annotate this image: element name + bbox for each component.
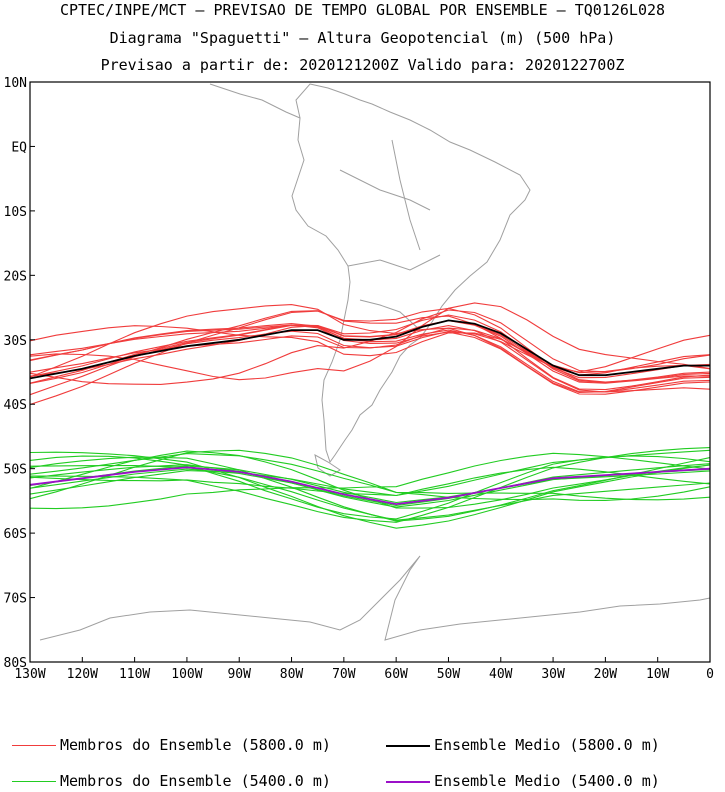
- member-line-5800: [29, 302, 711, 381]
- lat-tick-label: 10N: [4, 76, 27, 91]
- members-5800: [29, 302, 711, 406]
- member-line-5800: [29, 310, 711, 391]
- legend-item-members-5400: Membros do Ensemble (5400.0 m): [12, 772, 331, 790]
- title-line-2: Diagrama "Spaguetti" – Altura Geopotenci…: [109, 29, 616, 47]
- border-1: [339, 169, 431, 211]
- lat-tick-label: 20S: [4, 269, 27, 284]
- lon-tick-label: 100W: [171, 667, 202, 682]
- legend-label-members-5400: Membros do Ensemble (5400.0 m): [60, 772, 331, 790]
- border-2: [347, 254, 441, 271]
- legend-swatch-members-5400: [12, 781, 56, 782]
- member-line-5800: [29, 314, 711, 383]
- member-line-5400: [29, 464, 711, 521]
- member-line-5400: [29, 449, 711, 497]
- legend-swatch-mean-5800: [386, 744, 430, 747]
- members-5400: [29, 447, 711, 529]
- member-line-5800: [29, 327, 711, 376]
- legend-label-mean-5800: Ensemble Medio (5800.0 m): [434, 736, 660, 754]
- member-line-5800: [29, 307, 711, 406]
- border-4: [391, 139, 421, 251]
- lat-tick-label: 70S: [4, 592, 27, 607]
- member-line-5800: [29, 309, 711, 385]
- member-line-5800: [29, 320, 711, 384]
- map-frame: [29, 81, 711, 663]
- lat-tick-label: 50S: [4, 463, 27, 478]
- lon-tick-label: 120W: [67, 667, 98, 682]
- legend-item-mean-5400: Ensemble Medio (5400.0 m): [386, 772, 660, 790]
- lat-tick-label: 40S: [4, 398, 27, 413]
- legend-item-mean-5800: Ensemble Medio (5800.0 m): [386, 736, 660, 754]
- member-line-5400: [29, 466, 711, 497]
- lat-tick-label: 60S: [4, 527, 27, 542]
- lon-tick-label: 0: [706, 667, 714, 682]
- member-line-5400: [30, 447, 711, 523]
- mean-line-5800: [29, 319, 710, 380]
- lon-tick-label: 10W: [646, 667, 670, 682]
- lon-tick-label: 30W: [541, 667, 565, 682]
- legend-item-members-5800: Membros do Ensemble (5800.0 m): [12, 736, 331, 754]
- legend-label-members-5800: Membros do Ensemble (5800.0 m): [60, 736, 331, 754]
- lat-tick-label: 80S: [4, 656, 27, 671]
- lon-tick-label: 50W: [437, 667, 461, 682]
- lon-tick-label: 130W: [14, 667, 45, 682]
- antarctica-coast: [39, 555, 711, 641]
- lon-tick-label: 80W: [280, 667, 304, 682]
- legend-swatch-mean-5400: [386, 780, 430, 783]
- lat-tick-label: 10S: [4, 205, 27, 220]
- member-line-5400: [29, 465, 711, 504]
- lon-tick-label: 70W: [332, 667, 356, 682]
- lat-tick-label: EQ: [11, 140, 27, 155]
- member-line-5400: [29, 452, 711, 510]
- lon-tick-label: 60W: [384, 667, 408, 682]
- member-line-5400: [29, 456, 711, 522]
- coastlines: [39, 83, 711, 641]
- legend-label-mean-5400: Ensemble Medio (5400.0 m): [434, 772, 660, 790]
- border-3: [359, 299, 421, 331]
- lon-tick-label: 90W: [227, 667, 251, 682]
- member-line-5800: [29, 319, 711, 384]
- ensemble-means: [29, 319, 711, 506]
- legend-swatch-members-5800: [12, 745, 56, 746]
- member-line-5800: [29, 304, 711, 394]
- central-america-coast: [209, 83, 301, 119]
- member-line-5400: [29, 463, 711, 507]
- title-line-3: Previsao a partir de: 2020121200Z Valido…: [100, 56, 625, 74]
- member-line-5400: [29, 449, 711, 501]
- lon-tick-label: 20W: [594, 667, 618, 682]
- title-line-1: CPTEC/INPE/MCT – PREVISAO DE TEMPO GLOBA…: [59, 1, 666, 19]
- south-america-coast: [291, 83, 531, 464]
- mean-line-5400: [29, 466, 711, 506]
- lon-tick-label: 110W: [119, 667, 150, 682]
- lon-tick-label: 40W: [489, 667, 513, 682]
- lat-tick-label: 30S: [4, 334, 27, 349]
